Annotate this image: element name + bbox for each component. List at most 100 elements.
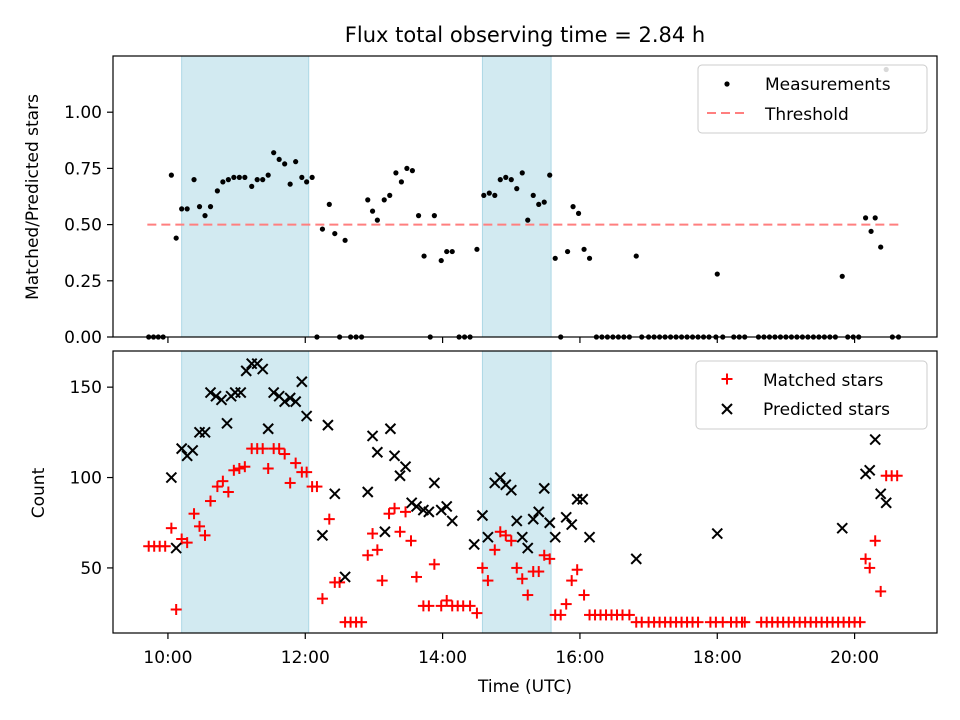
measurement-points (146, 66, 902, 340)
marker-stroke (204, 386, 217, 399)
predicted-star-point (836, 522, 848, 534)
marker-stroke (494, 471, 506, 484)
predicted-star-point (468, 538, 480, 551)
predicted-star-point (379, 526, 391, 538)
matched-star-point (159, 540, 171, 552)
marker-stroke (441, 500, 453, 513)
matched-star-point (194, 520, 206, 532)
bottom-x-ticks: 10:00 12:00 14:00 16:00 18:00 20:00 (143, 633, 879, 668)
measurement-point (714, 271, 720, 277)
marker-stroke (500, 479, 512, 491)
measurement-point (202, 213, 208, 219)
measurement-point (168, 172, 174, 178)
matched-star-point (257, 443, 269, 455)
y-tick-label: 0.25 (64, 272, 102, 292)
marker-stroke (186, 444, 199, 457)
matched-star-point (571, 564, 583, 576)
measurement-point (519, 170, 525, 176)
matched-star-point (405, 535, 417, 547)
measurement-point (503, 174, 509, 180)
predicted-star-point (165, 471, 178, 484)
measurement-point (369, 208, 376, 214)
y-tick-label: 1.00 (64, 103, 102, 123)
marker-stroke (284, 392, 296, 404)
measurement-point (271, 150, 277, 156)
legend-matched-label: Matched stars (763, 371, 883, 391)
measurement-point (431, 213, 437, 219)
measurement-point (179, 206, 185, 212)
matched-star-point (217, 475, 229, 487)
marker-stroke (869, 433, 881, 446)
measurement-point (581, 246, 587, 252)
measurement-point (231, 174, 237, 180)
predicted-star-point (538, 482, 550, 495)
measurement-point (536, 201, 542, 207)
predicted-star-point (175, 442, 188, 455)
predicted-star-point (262, 423, 274, 435)
y-tick-label: 150 (70, 378, 102, 398)
x-tick-label: 12:00 (281, 648, 330, 668)
measurement-point (474, 246, 480, 252)
measurement-point (220, 179, 226, 185)
matched-star-point (423, 600, 435, 612)
predicted-star-point (362, 486, 374, 498)
matched-star-point (273, 443, 285, 455)
measurement-point (449, 248, 455, 255)
measurement-point (547, 172, 553, 178)
predicted-star-point (170, 542, 182, 554)
measurement-point (196, 204, 203, 210)
marker-stroke (544, 517, 556, 529)
measurement-point (374, 217, 380, 223)
measurement-point (225, 177, 231, 183)
measurement-point (541, 199, 547, 205)
marker-stroke (417, 504, 430, 516)
measurement-point (872, 215, 878, 221)
x-tick-label: 18:00 (693, 648, 742, 668)
marker-stroke (476, 509, 489, 522)
x-tick-label: 16:00 (555, 648, 604, 668)
predicted-star-point (278, 395, 291, 408)
predicted-star-point (560, 511, 572, 524)
marker-stroke (210, 390, 222, 402)
marker-stroke (273, 390, 285, 402)
matched-star-point (864, 562, 876, 574)
marker-stroke (423, 506, 435, 518)
top-shaded-intervals (181, 55, 552, 338)
legend-measurements-marker (724, 81, 730, 87)
measurement-point (332, 230, 338, 237)
marker-stroke (251, 357, 263, 370)
measurement-point (497, 177, 503, 183)
measurement-point (282, 161, 288, 167)
predicted-star-point (630, 553, 642, 565)
predicted-star-point (505, 484, 517, 496)
measurement-point (293, 159, 299, 165)
matched-star-point (544, 553, 556, 565)
top-legend-box (697, 64, 928, 134)
predicted-star-point (435, 504, 447, 516)
predicted-star-point (533, 506, 545, 518)
matched-star-point (578, 589, 590, 601)
top-axes-frame (112, 55, 938, 338)
shaded-interval (181, 55, 310, 338)
predicted-star-point (300, 410, 313, 422)
y-tick-label: 50 (80, 559, 102, 579)
matched-star-point (205, 495, 217, 507)
marker-stroke (880, 497, 892, 509)
measurement-point (486, 190, 492, 196)
marker-stroke (516, 531, 528, 543)
predicted-star-point (199, 426, 211, 439)
marker-stroke (262, 423, 274, 435)
matched-star-point (301, 466, 313, 478)
predicted-star-point (339, 571, 351, 583)
marker-stroke (300, 410, 313, 422)
matched-star-point (435, 600, 447, 612)
matched-star-point (505, 535, 517, 547)
marker-stroke (175, 442, 188, 455)
matched-star-point (279, 448, 291, 460)
marker-stroke (256, 363, 269, 375)
measurement-point (415, 213, 422, 219)
x-axis-label: Time (UTC) (477, 677, 572, 697)
matched-star-point (316, 593, 328, 605)
matched-star-point (533, 566, 545, 578)
measurement-point (444, 248, 450, 255)
